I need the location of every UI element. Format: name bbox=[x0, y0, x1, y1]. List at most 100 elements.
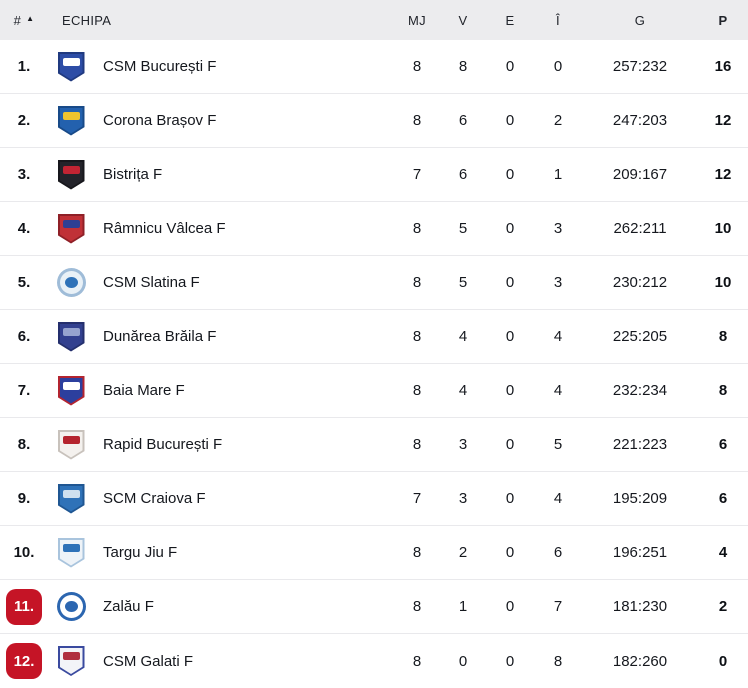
rank-cell: 1. bbox=[0, 58, 48, 75]
logo-cell bbox=[48, 213, 94, 244]
standings-row[interactable]: 1. CSM București F 8 8 0 0 257:232 16 bbox=[0, 40, 748, 94]
column-header-goals[interactable]: G bbox=[634, 12, 646, 28]
rank-number: 1. bbox=[17, 58, 31, 75]
losses: 3 bbox=[553, 220, 563, 237]
points: 6 bbox=[718, 490, 728, 507]
team-name: Targu Jiu F bbox=[103, 544, 178, 561]
column-header-draws[interactable]: E bbox=[505, 12, 515, 28]
matches-played: 8 bbox=[412, 598, 422, 615]
rank-number: 8. bbox=[17, 436, 31, 453]
draws: 0 bbox=[505, 490, 515, 507]
standings-row[interactable]: 12. CSM Galati F 8 0 0 8 182:260 0 bbox=[0, 634, 748, 688]
points: 16 bbox=[714, 58, 732, 75]
draws: 0 bbox=[505, 166, 515, 183]
team-name: Rapid București F bbox=[103, 436, 223, 453]
losses: 5 bbox=[553, 436, 563, 453]
logo-cell bbox=[48, 51, 94, 82]
team-name: Bistrița F bbox=[103, 166, 163, 183]
wins: 8 bbox=[458, 58, 468, 75]
logo-cell bbox=[48, 646, 94, 676]
goals: 262:211 bbox=[613, 220, 667, 237]
wins: 3 bbox=[458, 490, 468, 507]
standings-row[interactable]: 3. Bistrița F 7 6 0 1 209:167 12 bbox=[0, 148, 748, 202]
draws: 0 bbox=[505, 436, 515, 453]
points: 8 bbox=[718, 382, 728, 399]
column-header-losses[interactable]: Î bbox=[556, 12, 560, 28]
rank-cell: 8. bbox=[0, 436, 48, 453]
standings-row[interactable]: 11. Zalău F 8 1 0 7 181:230 2 bbox=[0, 580, 748, 634]
column-header-points[interactable]: P bbox=[718, 12, 728, 28]
team-name: CSM București F bbox=[103, 58, 217, 75]
goals: 225:205 bbox=[612, 328, 668, 345]
wins: 5 bbox=[458, 220, 468, 237]
wins: 3 bbox=[458, 436, 468, 453]
points: 10 bbox=[714, 274, 732, 291]
team-logo-icon bbox=[57, 321, 85, 352]
team-name: SCM Craiova F bbox=[103, 490, 206, 507]
rank-number: 2. bbox=[17, 112, 31, 129]
team-name: Râmnicu Vâlcea F bbox=[103, 220, 226, 237]
goals: 232:234 bbox=[612, 382, 668, 399]
matches-played: 8 bbox=[412, 544, 422, 561]
team-logo-icon bbox=[57, 105, 85, 136]
column-header-team[interactable]: ECHIPA bbox=[62, 12, 112, 28]
losses: 1 bbox=[553, 166, 563, 183]
wins: 6 bbox=[458, 166, 468, 183]
team-logo-icon bbox=[56, 592, 86, 621]
standings-row[interactable]: 7. Baia Mare F 8 4 0 4 232:234 8 bbox=[0, 364, 748, 418]
team-logo-icon bbox=[56, 268, 86, 297]
rank-cell: 7. bbox=[0, 382, 48, 399]
goals: 221:223 bbox=[612, 436, 668, 453]
standings-row[interactable]: 8. Rapid București F 8 3 0 5 221:223 6 bbox=[0, 418, 748, 472]
losses: 4 bbox=[553, 382, 563, 399]
team-logo-icon bbox=[57, 646, 85, 676]
rank-number: 7. bbox=[17, 382, 31, 399]
team-name: CSM Slatina F bbox=[103, 274, 200, 291]
goals: 196:251 bbox=[612, 544, 668, 561]
draws: 0 bbox=[505, 58, 515, 75]
standings-row[interactable]: 2. Corona Brașov F 8 6 0 2 247:203 12 bbox=[0, 94, 748, 148]
rank-cell: 12. bbox=[0, 643, 48, 679]
column-header-wins[interactable]: V bbox=[458, 12, 468, 28]
wins: 4 bbox=[458, 328, 468, 345]
wins: 1 bbox=[458, 598, 468, 615]
column-header-matches[interactable]: MJ bbox=[408, 12, 426, 28]
draws: 0 bbox=[505, 328, 515, 345]
points: 10 bbox=[714, 220, 732, 237]
standings-row[interactable]: 9. SCM Craiova F 7 3 0 4 195:209 6 bbox=[0, 472, 748, 526]
rank-number: 6. bbox=[17, 328, 31, 345]
team-logo-icon bbox=[57, 483, 85, 514]
rank-cell: 11. bbox=[0, 588, 48, 625]
logo-cell bbox=[48, 105, 94, 136]
matches-played: 8 bbox=[412, 328, 422, 345]
wins: 6 bbox=[458, 112, 468, 129]
losses: 7 bbox=[553, 598, 563, 615]
sort-ascending-icon: ▲ bbox=[26, 14, 35, 23]
standings-row[interactable]: 5. CSM Slatina F 8 5 0 3 230:212 10 bbox=[0, 256, 748, 310]
standings-row[interactable]: 10. Targu Jiu F 8 2 0 6 196:251 4 bbox=[0, 526, 748, 580]
wins: 0 bbox=[458, 652, 468, 670]
points: 2 bbox=[718, 598, 728, 615]
logo-cell bbox=[48, 592, 94, 621]
column-header-rank[interactable]: # ▲ bbox=[0, 13, 48, 28]
standings-row[interactable]: 4. Râmnicu Vâlcea F 8 5 0 3 262:211 10 bbox=[0, 202, 748, 256]
matches-played: 8 bbox=[412, 274, 422, 291]
team-name: Baia Mare F bbox=[103, 382, 185, 399]
rank-cell: 5. bbox=[0, 274, 48, 291]
losses: 2 bbox=[553, 112, 563, 129]
matches-played: 8 bbox=[412, 382, 422, 399]
rank-number: 9. bbox=[17, 490, 31, 507]
matches-played: 8 bbox=[412, 652, 422, 670]
losses: 0 bbox=[553, 58, 563, 75]
rank-cell: 9. bbox=[0, 490, 48, 507]
draws: 0 bbox=[505, 112, 515, 129]
goals: 195:209 bbox=[612, 490, 668, 507]
standings-row[interactable]: 6. Dunărea Brăila F 8 4 0 4 225:205 8 bbox=[0, 310, 748, 364]
team-logo-icon bbox=[57, 159, 85, 190]
draws: 0 bbox=[505, 652, 515, 670]
rank-header-label: # bbox=[13, 12, 22, 28]
matches-played: 7 bbox=[412, 166, 422, 183]
team-logo-icon bbox=[57, 51, 85, 82]
logo-cell bbox=[48, 268, 94, 297]
